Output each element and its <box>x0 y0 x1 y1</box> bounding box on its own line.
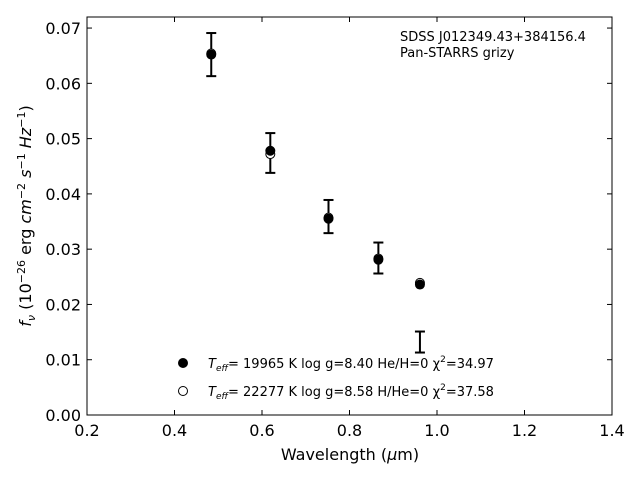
y-tick-label: 0.06 <box>45 74 81 93</box>
x-axis-label: Wavelength (μm) <box>281 445 419 464</box>
x-axis: 0.2 0.4 0.6 0.8 1.0 1.2 1.4 <box>74 17 625 440</box>
x-tick-label: 0.2 <box>74 421 99 440</box>
x-tick-label: 0.8 <box>337 421 362 440</box>
x-tick-label: 0.6 <box>249 421 274 440</box>
legend-marker-open <box>178 386 188 396</box>
legend-entry-1: Teff= 19965 K log g=8.40 He/H=0 χ2=34.97 <box>208 355 494 374</box>
legend-entry-2: Teff= 22277 K log g=8.58 H/He=0 χ2=37.58 <box>208 383 494 402</box>
y-axis: 0.00 0.01 0.02 0.03 0.04 0.05 0.06 0.07 <box>45 19 612 425</box>
x-tick-label: 0.4 <box>162 421 187 440</box>
filled-circle-point <box>414 279 425 290</box>
legend-marker-filled <box>178 358 188 368</box>
filled-circle-point <box>206 49 217 60</box>
y-tick-label: 0.07 <box>45 19 81 38</box>
filled-circle-point <box>323 213 334 224</box>
x-tick-label: 1.0 <box>424 421 449 440</box>
annotation-object-name: SDSS J012349.43+384156.4 <box>400 30 586 45</box>
y-axis-label: fν (10−26 erg cm−2 s−1 Hz−1) <box>15 105 38 326</box>
x-tick-label: 1.4 <box>599 421 624 440</box>
observed-flux-errorbars <box>206 32 425 354</box>
filled-circle-point <box>373 254 384 265</box>
y-tick-label: 0.00 <box>45 406 81 425</box>
y-tick-label: 0.03 <box>45 240 81 259</box>
series-open-circles <box>206 48 425 288</box>
x-tick-label: 1.2 <box>512 421 537 440</box>
y-tick-label: 0.01 <box>45 351 81 370</box>
y-tick-label: 0.02 <box>45 295 81 314</box>
filled-circle-point <box>265 145 276 156</box>
series-filled-circles <box>206 49 425 290</box>
legend: Teff= 19965 K log g=8.40 He/H=0 χ2=34.97… <box>178 355 494 402</box>
annotation-survey: Pan-STARRS grizy <box>400 46 515 61</box>
y-tick-label: 0.05 <box>45 130 81 149</box>
plot-frame <box>86 16 613 416</box>
y-tick-label: 0.04 <box>45 185 81 204</box>
